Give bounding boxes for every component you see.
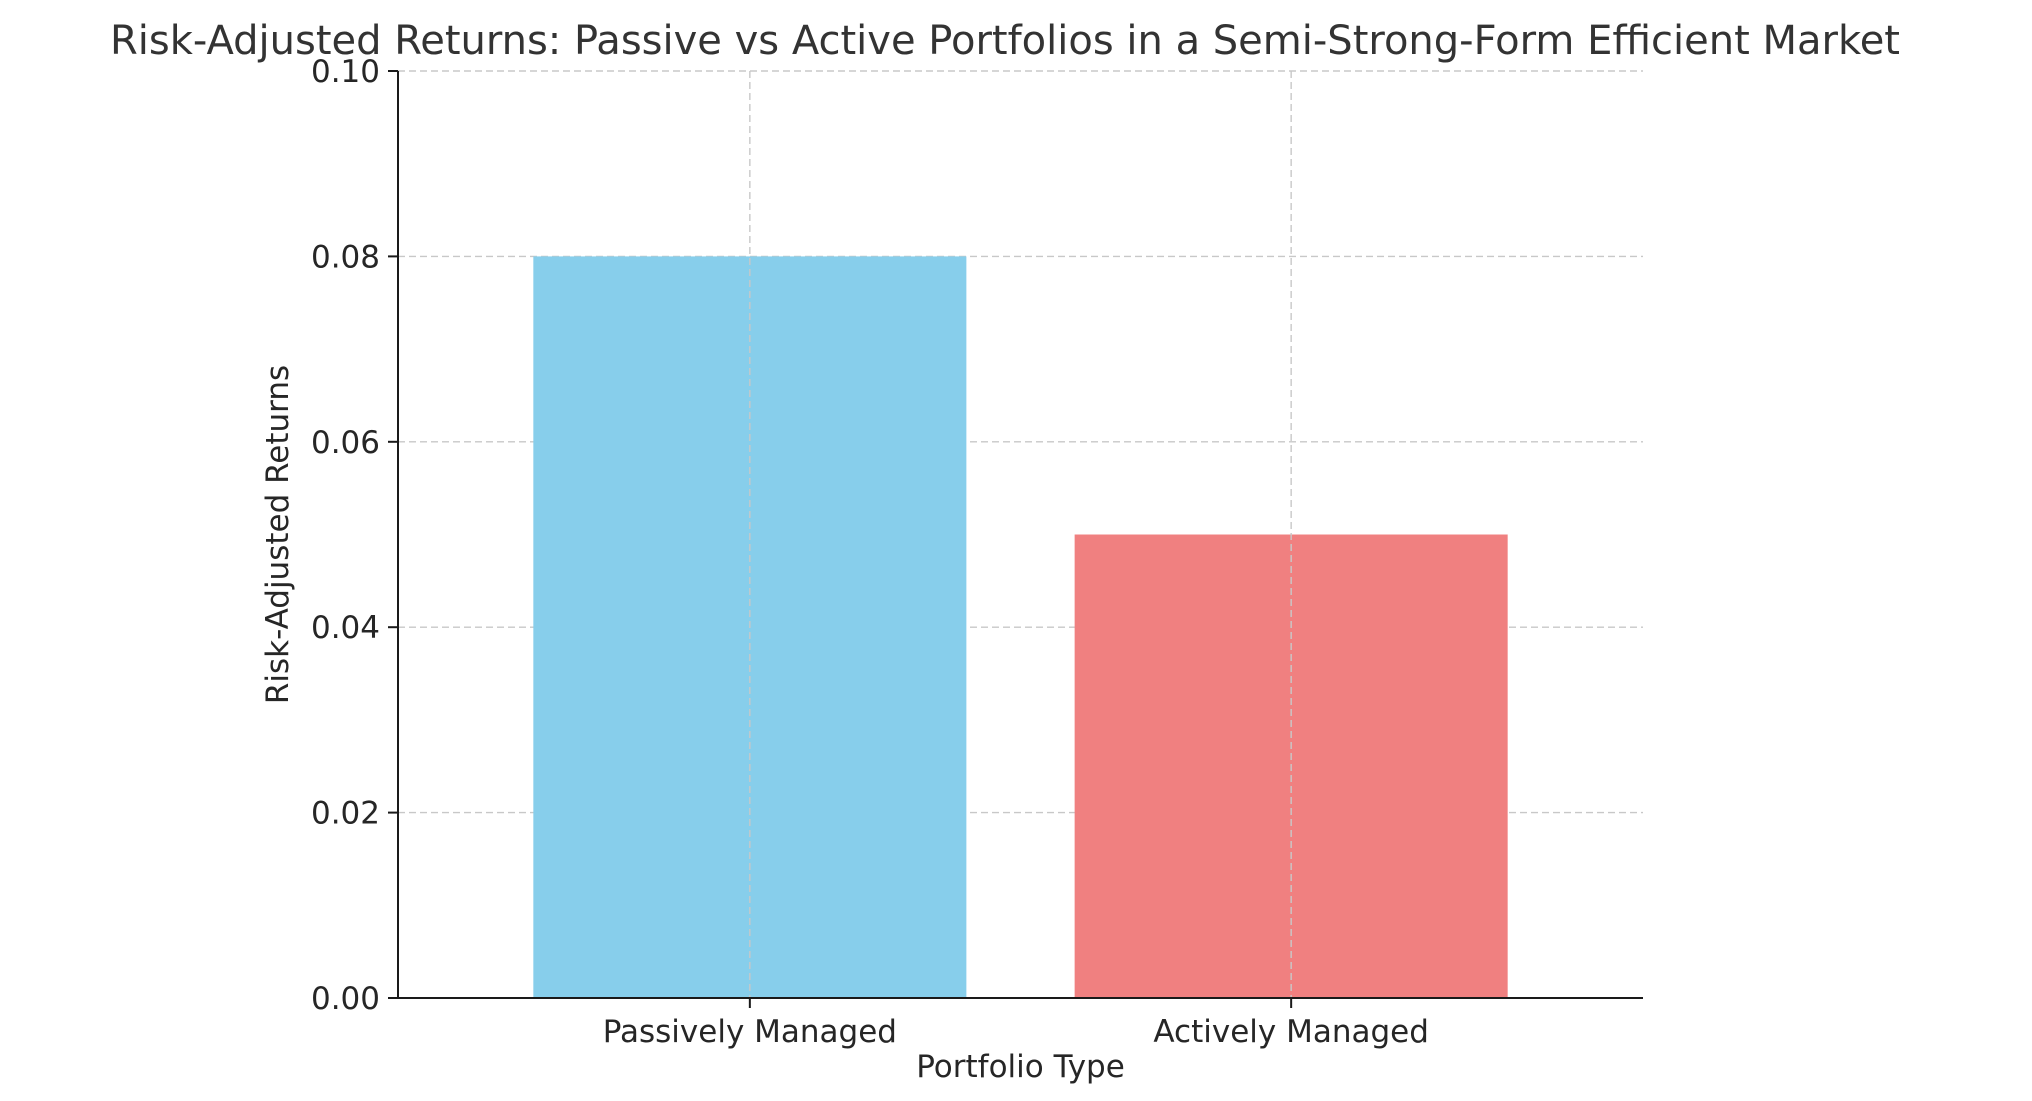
chart-title: Risk-Adjusted Returns: Passive vs Active… (110, 18, 1900, 64)
x-axis-label: Portfolio Type (916, 1049, 1125, 1085)
x-ticks: Passively Managed Actively Managed (603, 998, 1429, 1050)
vertical-grid-layer (749, 71, 1292, 998)
axes-layer (397, 71, 1643, 999)
x-tick-label: Passively Managed (603, 1014, 897, 1050)
x-tick-label: Actively Managed (1153, 1014, 1429, 1050)
y-tick-label: 0.00 (311, 981, 380, 1017)
y-tick-label: 0.10 (311, 54, 380, 90)
y-ticks: 0.00 0.02 0.04 0.06 0.08 0.10 (311, 54, 398, 1017)
y-tick-label: 0.02 (311, 796, 380, 832)
y-tick-label: 0.06 (311, 425, 380, 461)
y-tick-label: 0.08 (311, 239, 380, 275)
y-axis-label: Risk-Adjusted Returns (260, 365, 296, 704)
y-tick-label: 0.04 (311, 610, 380, 646)
